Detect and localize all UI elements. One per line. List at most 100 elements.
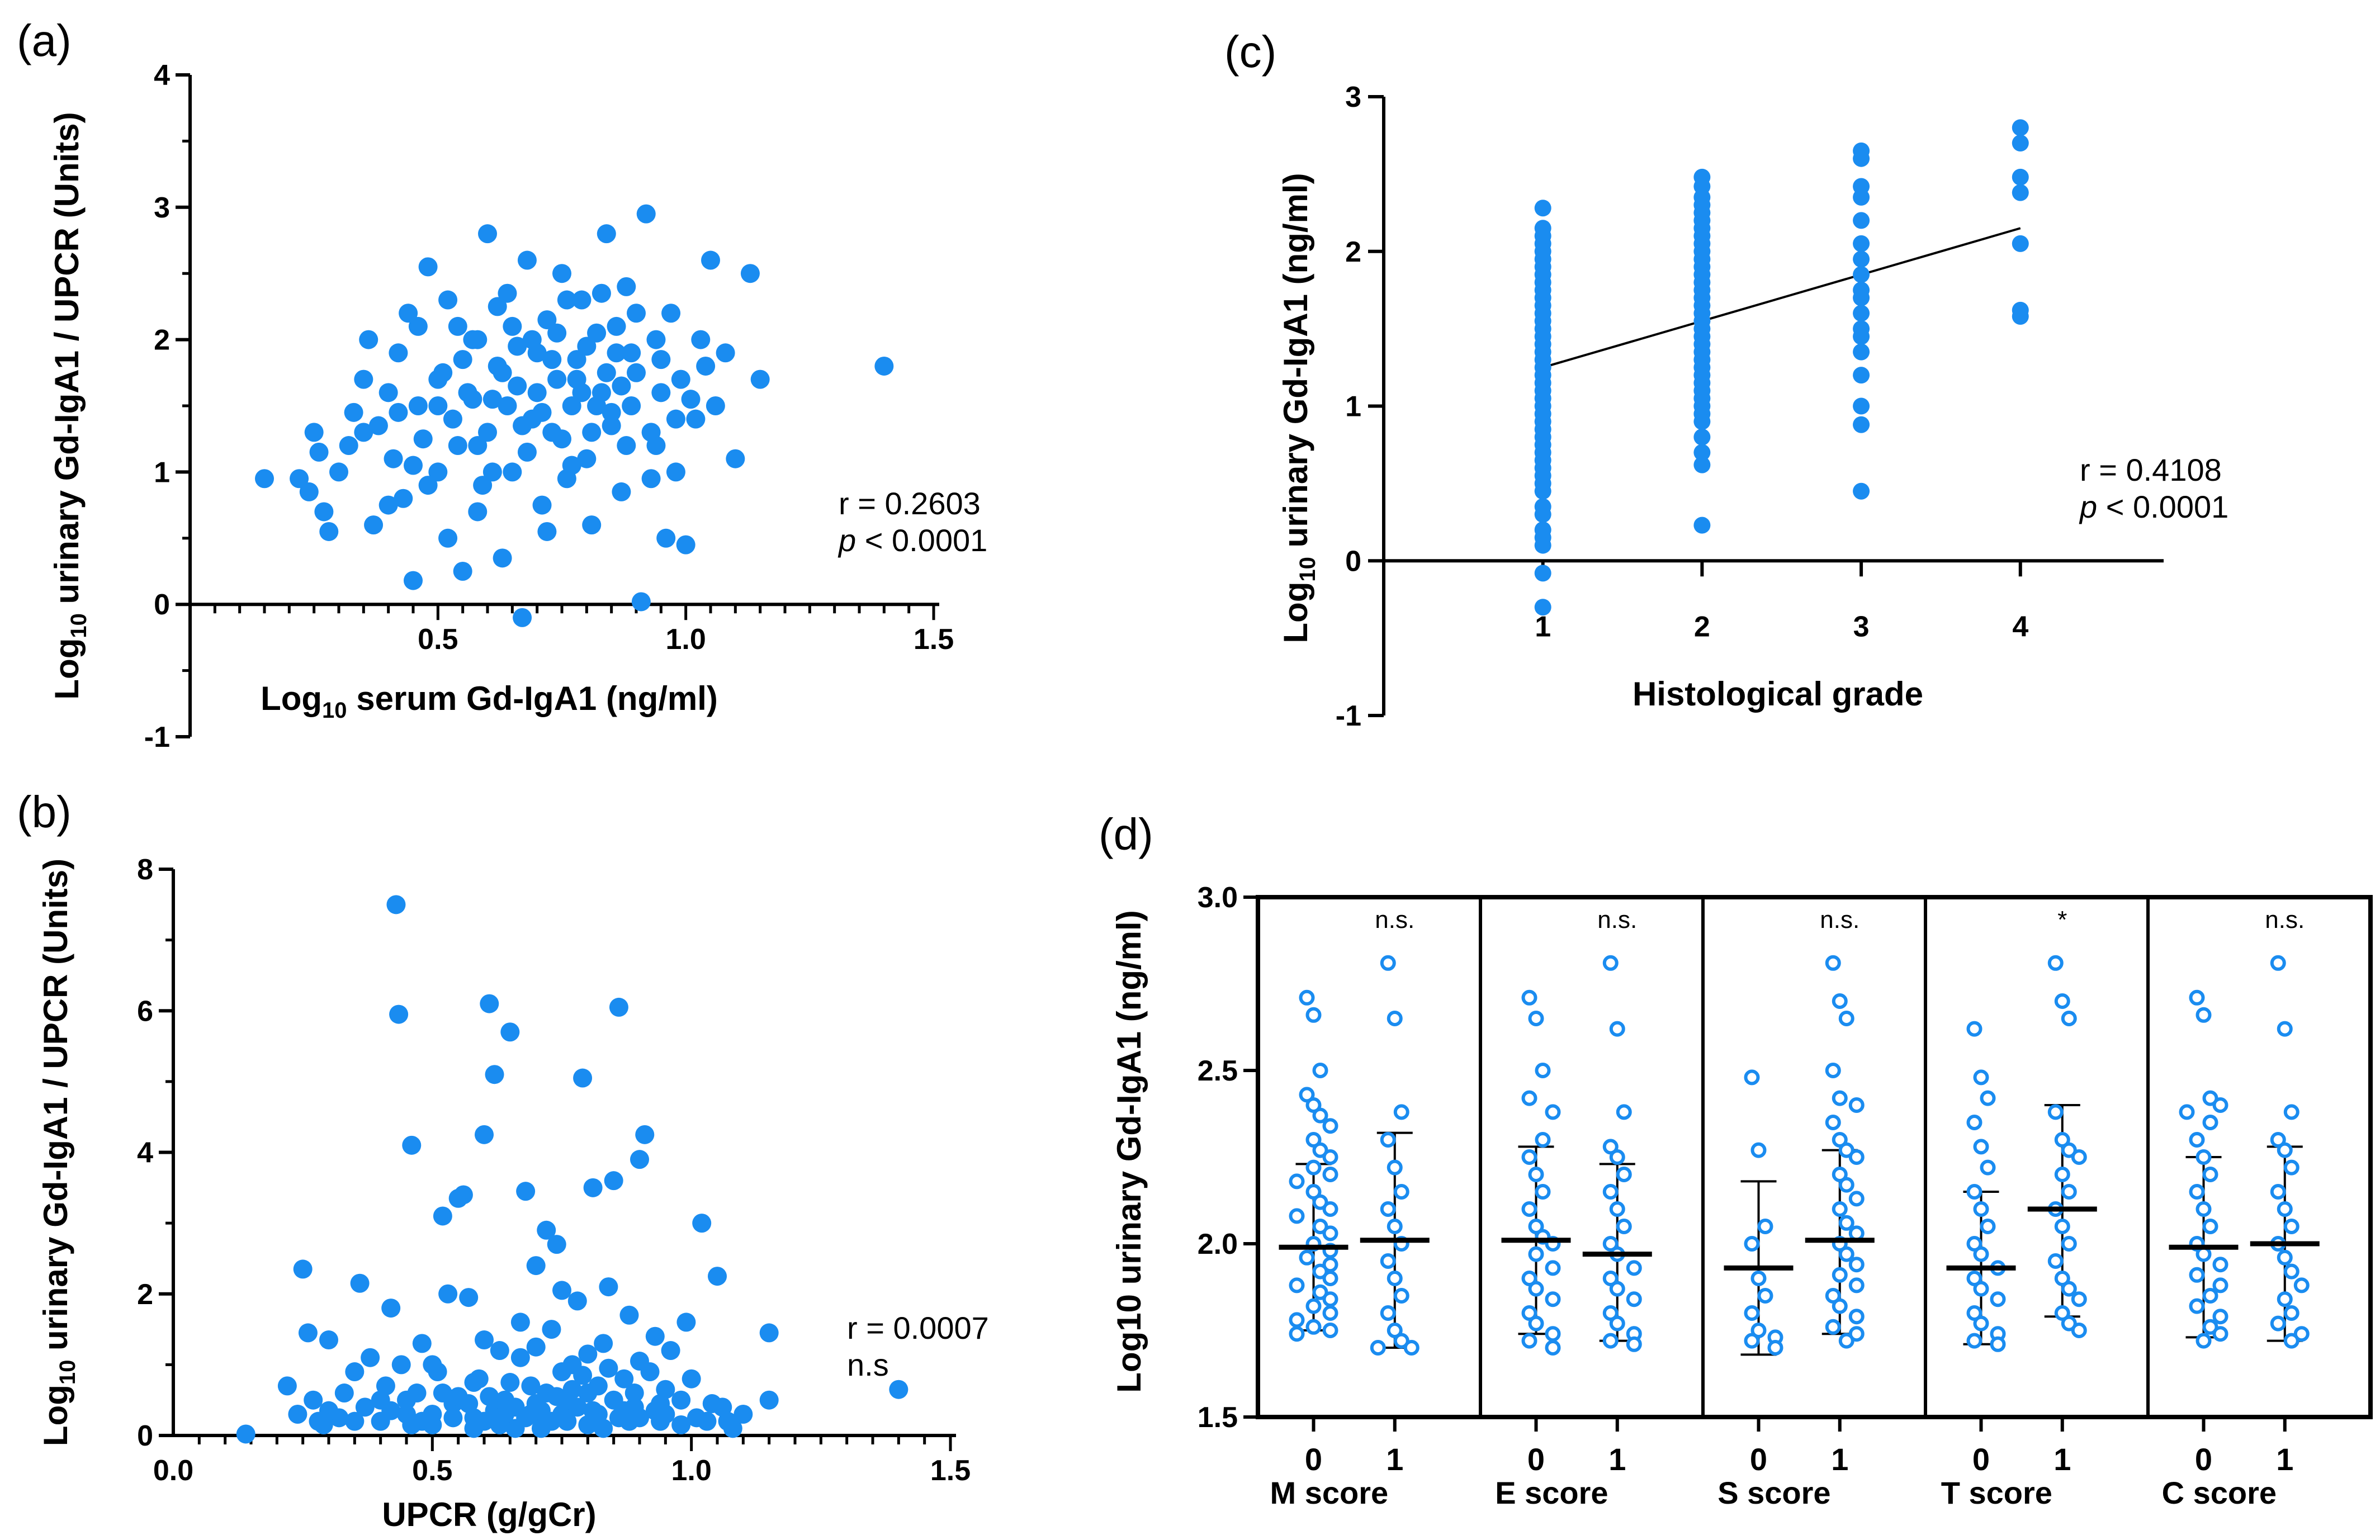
data-point bbox=[1744, 1333, 1760, 1349]
stat-r: r = 0.2603 bbox=[839, 486, 981, 521]
y-tick-label: -1 bbox=[144, 721, 170, 754]
data-point bbox=[2283, 1159, 2299, 1176]
data-point bbox=[1289, 1173, 1305, 1190]
y-tick-label: 0 bbox=[1345, 545, 1361, 577]
data-point bbox=[2270, 955, 2286, 971]
data-point bbox=[2202, 1167, 2218, 1182]
data-point bbox=[1693, 413, 1711, 430]
data-point bbox=[1616, 1219, 1632, 1234]
data-point bbox=[527, 383, 547, 402]
data-point bbox=[488, 297, 507, 316]
data-point bbox=[557, 290, 576, 310]
data-point bbox=[1289, 1277, 1305, 1293]
data-point bbox=[1750, 1271, 1767, 1286]
data-point bbox=[418, 476, 438, 495]
data-point bbox=[630, 1408, 649, 1428]
data-point bbox=[453, 350, 472, 369]
data-point bbox=[389, 402, 408, 422]
data-point bbox=[602, 416, 621, 435]
data-point bbox=[2202, 1090, 2218, 1106]
data-point bbox=[630, 1150, 649, 1169]
data-point bbox=[2012, 307, 2029, 325]
data-point bbox=[1380, 1305, 1396, 1321]
data-point bbox=[339, 436, 358, 456]
category-label: 1 bbox=[1386, 1442, 1403, 1477]
data-point bbox=[567, 1291, 587, 1311]
data-point bbox=[2283, 1333, 2299, 1349]
y-axis-title-sub: 10 bbox=[1295, 557, 1320, 582]
data-point bbox=[2189, 1267, 2205, 1283]
data-point bbox=[459, 1394, 479, 1414]
data-point bbox=[402, 1415, 422, 1435]
data-point bbox=[464, 1373, 484, 1392]
stat-p-rest: < 0.0001 bbox=[2097, 489, 2228, 524]
data-point bbox=[2189, 1298, 2205, 1314]
data-point bbox=[1832, 993, 1848, 1009]
data-point bbox=[587, 396, 607, 415]
y-tick-label: 4 bbox=[137, 1137, 153, 1169]
data-point bbox=[578, 1344, 598, 1364]
significance-label: n.s. bbox=[1375, 906, 1414, 934]
data-point bbox=[510, 1312, 530, 1332]
data-point bbox=[676, 535, 695, 555]
data-point bbox=[1853, 397, 1870, 415]
data-point bbox=[617, 277, 636, 296]
y-tick-label: 4 bbox=[154, 59, 170, 92]
data-point bbox=[646, 330, 666, 349]
data-point bbox=[350, 1273, 370, 1293]
data-point bbox=[1853, 188, 1870, 206]
data-point bbox=[1693, 517, 1711, 534]
data-point bbox=[1289, 1326, 1305, 1342]
data-point bbox=[2212, 1257, 2228, 1273]
data-point bbox=[485, 1065, 504, 1084]
data-point bbox=[498, 396, 517, 415]
data-point bbox=[582, 423, 602, 442]
x-axis-title-sub: 10 bbox=[322, 698, 347, 723]
data-point bbox=[1322, 1149, 1338, 1165]
data-point bbox=[478, 423, 497, 442]
data-point bbox=[359, 330, 378, 349]
data-point bbox=[2270, 1315, 2286, 1331]
data-point bbox=[1534, 200, 1551, 217]
data-point bbox=[702, 1394, 722, 1414]
group-label: T score bbox=[1941, 1475, 2052, 1510]
data-point bbox=[2270, 1184, 2286, 1200]
data-point bbox=[661, 304, 681, 323]
data-point bbox=[459, 1288, 479, 1307]
data-point bbox=[1750, 1142, 1767, 1158]
data-point bbox=[493, 548, 512, 568]
data-point bbox=[612, 376, 631, 396]
data-point bbox=[293, 1259, 313, 1279]
y-axis-title-sub: 10 bbox=[55, 1360, 80, 1385]
data-point bbox=[354, 423, 373, 442]
data-point bbox=[480, 994, 499, 1013]
data-point bbox=[371, 1390, 390, 1410]
data-point bbox=[1853, 416, 1870, 433]
data-point bbox=[314, 502, 334, 522]
data-point bbox=[646, 436, 666, 456]
data-point bbox=[500, 1022, 520, 1042]
data-point bbox=[2270, 1132, 2286, 1148]
data-point bbox=[438, 290, 458, 310]
data-point bbox=[602, 402, 621, 422]
data-point bbox=[368, 416, 388, 435]
data-point bbox=[1848, 1309, 1865, 1325]
category-label: 0 bbox=[1527, 1442, 1545, 1477]
data-point bbox=[1305, 1097, 1322, 1113]
data-point bbox=[1966, 1184, 1982, 1200]
data-point bbox=[1305, 1184, 1322, 1200]
data-point bbox=[478, 224, 497, 244]
stat-p: p < 0.0001 bbox=[2079, 489, 2228, 524]
data-point bbox=[1853, 482, 1870, 500]
y-tick-label: 0 bbox=[137, 1420, 153, 1452]
data-point bbox=[1299, 1249, 1315, 1266]
data-point bbox=[443, 1408, 463, 1428]
x-tick-label: 2 bbox=[1694, 610, 1710, 643]
data-point bbox=[1825, 1063, 1841, 1078]
data-point bbox=[635, 1125, 655, 1144]
data-point bbox=[636, 204, 656, 224]
data-point bbox=[329, 462, 348, 482]
data-point bbox=[1534, 506, 1551, 523]
